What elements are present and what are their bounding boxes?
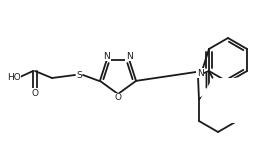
Text: HO: HO — [7, 73, 21, 82]
Text: N: N — [103, 52, 110, 61]
Text: N: N — [126, 52, 133, 61]
Polygon shape — [204, 81, 248, 119]
Text: S: S — [76, 71, 82, 80]
Text: O: O — [32, 89, 39, 97]
Text: N: N — [197, 69, 203, 78]
Text: O: O — [114, 93, 122, 102]
